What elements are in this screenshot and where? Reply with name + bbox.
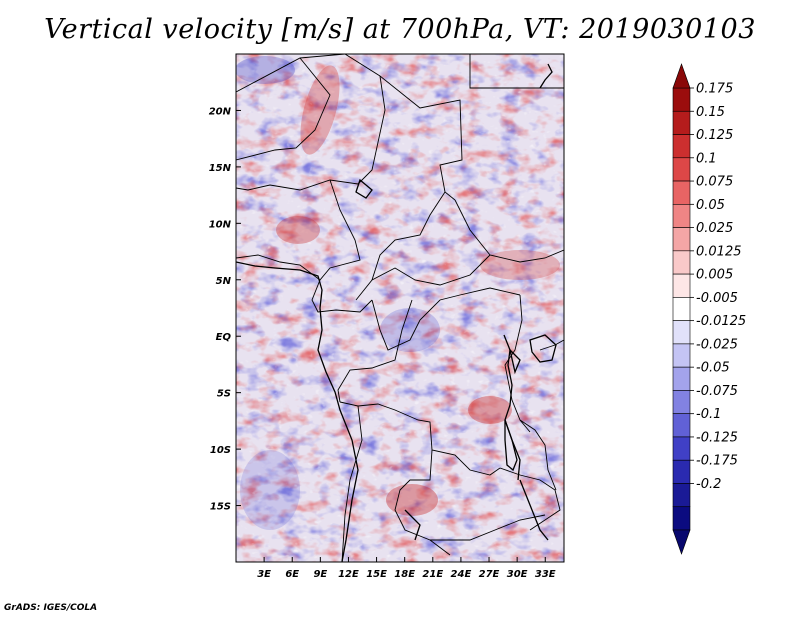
colorbar-label: -0.175 (696, 454, 738, 469)
lat-tick-label: 15S (210, 502, 231, 513)
colorbar-swatch (672, 204, 691, 228)
colorbar-swatch (672, 366, 691, 391)
colorbar-label: 0.0125 (696, 244, 742, 259)
lon-tick-label: 21E (422, 569, 443, 580)
longitude-axis: 3E 6E 9E 12E 15E 18E 21E 24E 27E 30E 33E (257, 557, 556, 580)
colorbar-swatch (672, 506, 691, 531)
colorbar-label: 0.15 (696, 105, 725, 120)
colorbar-swatch (672, 413, 691, 438)
colorbar-swatch (672, 134, 691, 159)
coastlines (236, 63, 557, 562)
colorbar-label: 0.125 (696, 128, 733, 143)
colorbar-swatch (672, 87, 691, 112)
country-borders (236, 54, 564, 562)
colorbar-label: -0.125 (696, 430, 738, 445)
lon-tick-label: 24E (451, 569, 472, 580)
colorbar-swatch (672, 320, 691, 345)
colorbar-top-arrow (672, 63, 691, 89)
lat-tick-label: 20N (209, 106, 232, 117)
colorbar-label: 0.005 (696, 268, 733, 283)
lat-tick-label: 10S (210, 445, 231, 456)
lon-tick-label: 9E (313, 569, 327, 580)
colorbar-swatch (672, 390, 691, 414)
lat-tick-label: 5S (217, 389, 231, 400)
lon-tick-label: 12E (338, 569, 359, 580)
colorbar-swatch (672, 110, 691, 135)
colorbar-label: -0.025 (696, 337, 738, 352)
lon-tick-label: 18E (394, 569, 415, 580)
colorbar-label: -0.075 (696, 384, 738, 399)
colorbar-swatch (672, 227, 691, 252)
colorbar-swatch (672, 459, 691, 484)
colorbar-label: 0.075 (696, 175, 733, 190)
colorbar-label: -0.2 (696, 477, 721, 492)
colorbar-swatch (672, 343, 691, 368)
colorbar-label: -0.1 (696, 407, 721, 422)
colorbar-label: 0.175 (696, 82, 733, 97)
colorbar-swatch (672, 180, 691, 205)
lon-tick-label: 30E (507, 569, 528, 580)
colorbar-swatch (672, 273, 691, 298)
colorbar-label: 0.025 (696, 221, 733, 236)
map-frame (235, 53, 565, 563)
lat-tick-label: 10N (209, 219, 232, 230)
map-title: Vertical velocity [m/s] at 700hPa, VT: 2… (44, 14, 756, 45)
grads-credit: GrADS: IGES/COLA (4, 603, 98, 613)
colorbar: 0.175 0.15 0.125 0.1 0.075 0.05 0.025 0.0125 0.0… (672, 63, 746, 555)
colorbar-swatch (672, 157, 691, 182)
lat-tick-label: 15N (209, 163, 232, 174)
colorbar-label: 0.05 (696, 198, 725, 213)
colorbar-swatch (672, 483, 691, 508)
colorbar-swatch (672, 297, 691, 321)
lon-tick-label: 33E (535, 569, 556, 580)
colorbar-bottom-arrow (672, 529, 691, 555)
lon-tick-label: 3E (257, 569, 271, 580)
lon-tick-label: 27E (479, 569, 500, 580)
lat-tick-label: 5N (216, 276, 232, 287)
lon-tick-label: 15E (366, 569, 387, 580)
lon-tick-label: 6E (285, 569, 299, 580)
colorbar-label: -0.0125 (696, 314, 746, 329)
colorbar-label: -0.005 (696, 291, 738, 306)
colorbar-swatch (672, 250, 691, 275)
velocity-field (236, 54, 564, 562)
colorbar-label: 0.1 (696, 151, 717, 166)
colorbar-swatch (672, 436, 691, 461)
colorbar-label: -0.05 (696, 361, 730, 376)
lat-tick-label: EQ (216, 332, 232, 343)
latitude-axis: 20N 15N 10N 5N EQ 5S 10S 15S (209, 106, 241, 513)
